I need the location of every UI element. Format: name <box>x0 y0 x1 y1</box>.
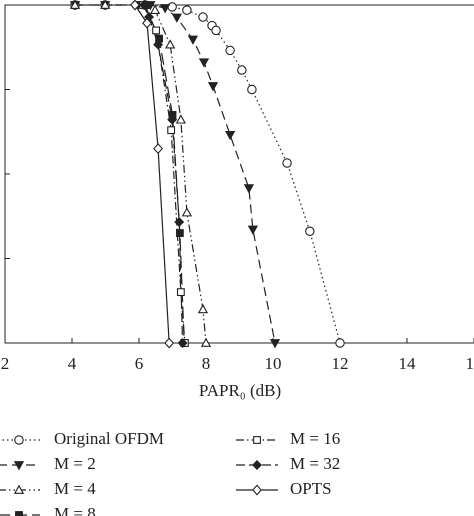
marker <box>237 65 247 75</box>
marker <box>269 339 281 349</box>
marker <box>225 45 235 56</box>
plot-frame <box>4 4 474 344</box>
marker <box>175 229 184 237</box>
marker <box>282 158 292 168</box>
x-tick-label: 10 <box>265 354 282 373</box>
marker <box>171 13 182 23</box>
marker <box>167 2 177 12</box>
marker <box>198 58 210 68</box>
marker <box>69 0 81 9</box>
x-tick-label: 16 <box>466 354 474 373</box>
series-line <box>75 4 276 344</box>
series-line <box>143 4 184 344</box>
marker <box>152 26 160 35</box>
legend-label: M = 16 <box>290 429 340 448</box>
legend-marker <box>13 461 25 471</box>
legend-marker <box>252 484 262 496</box>
legend-label: M = 2 <box>54 454 96 473</box>
marker <box>139 0 150 10</box>
marker <box>247 84 257 95</box>
x-axis-label: PAPR₀ (dB) <box>199 381 281 400</box>
marker <box>182 5 192 15</box>
marker <box>176 288 185 297</box>
legend-label: M = 4 <box>54 479 96 498</box>
marker <box>187 35 199 45</box>
marker <box>224 131 236 141</box>
marker <box>164 337 175 349</box>
marker <box>200 337 212 347</box>
marker <box>305 226 315 237</box>
marker <box>177 338 188 348</box>
marker <box>181 207 193 217</box>
marker <box>100 0 111 9</box>
series-line <box>75 4 341 344</box>
marker <box>198 12 208 22</box>
marker <box>149 4 161 15</box>
marker <box>243 184 255 194</box>
marker <box>130 0 140 11</box>
marker <box>142 17 152 29</box>
x-tick-label: 12 <box>332 354 349 373</box>
marker <box>247 225 259 235</box>
marker <box>167 126 176 135</box>
legend-marker <box>253 436 261 444</box>
marker <box>165 39 176 49</box>
legend-label: M = 32 <box>290 454 340 473</box>
legend-label: Original OFDM <box>54 429 164 448</box>
x-tick-label: 14 <box>399 354 417 373</box>
marker <box>159 4 171 14</box>
x-tick-label: 4 <box>68 354 77 373</box>
x-tick-label: 6 <box>135 354 144 373</box>
marker <box>335 338 345 348</box>
series-line <box>75 4 207 344</box>
legend-marker <box>15 511 23 516</box>
legend-label: M = 8 <box>54 504 96 516</box>
marker <box>153 143 164 155</box>
marker <box>175 114 187 124</box>
x-tick-label: 8 <box>202 354 211 373</box>
marker <box>207 82 219 92</box>
marker <box>167 114 178 125</box>
marker <box>197 304 209 314</box>
series-line <box>134 4 170 344</box>
marker <box>153 39 164 50</box>
legend-marker <box>252 460 262 470</box>
legend-marker <box>14 435 24 445</box>
legend-label: OPTS <box>290 479 332 498</box>
marker <box>211 25 221 36</box>
legend-marker <box>13 484 25 494</box>
x-tick-label: 2 <box>1 354 10 373</box>
marker <box>174 217 185 228</box>
